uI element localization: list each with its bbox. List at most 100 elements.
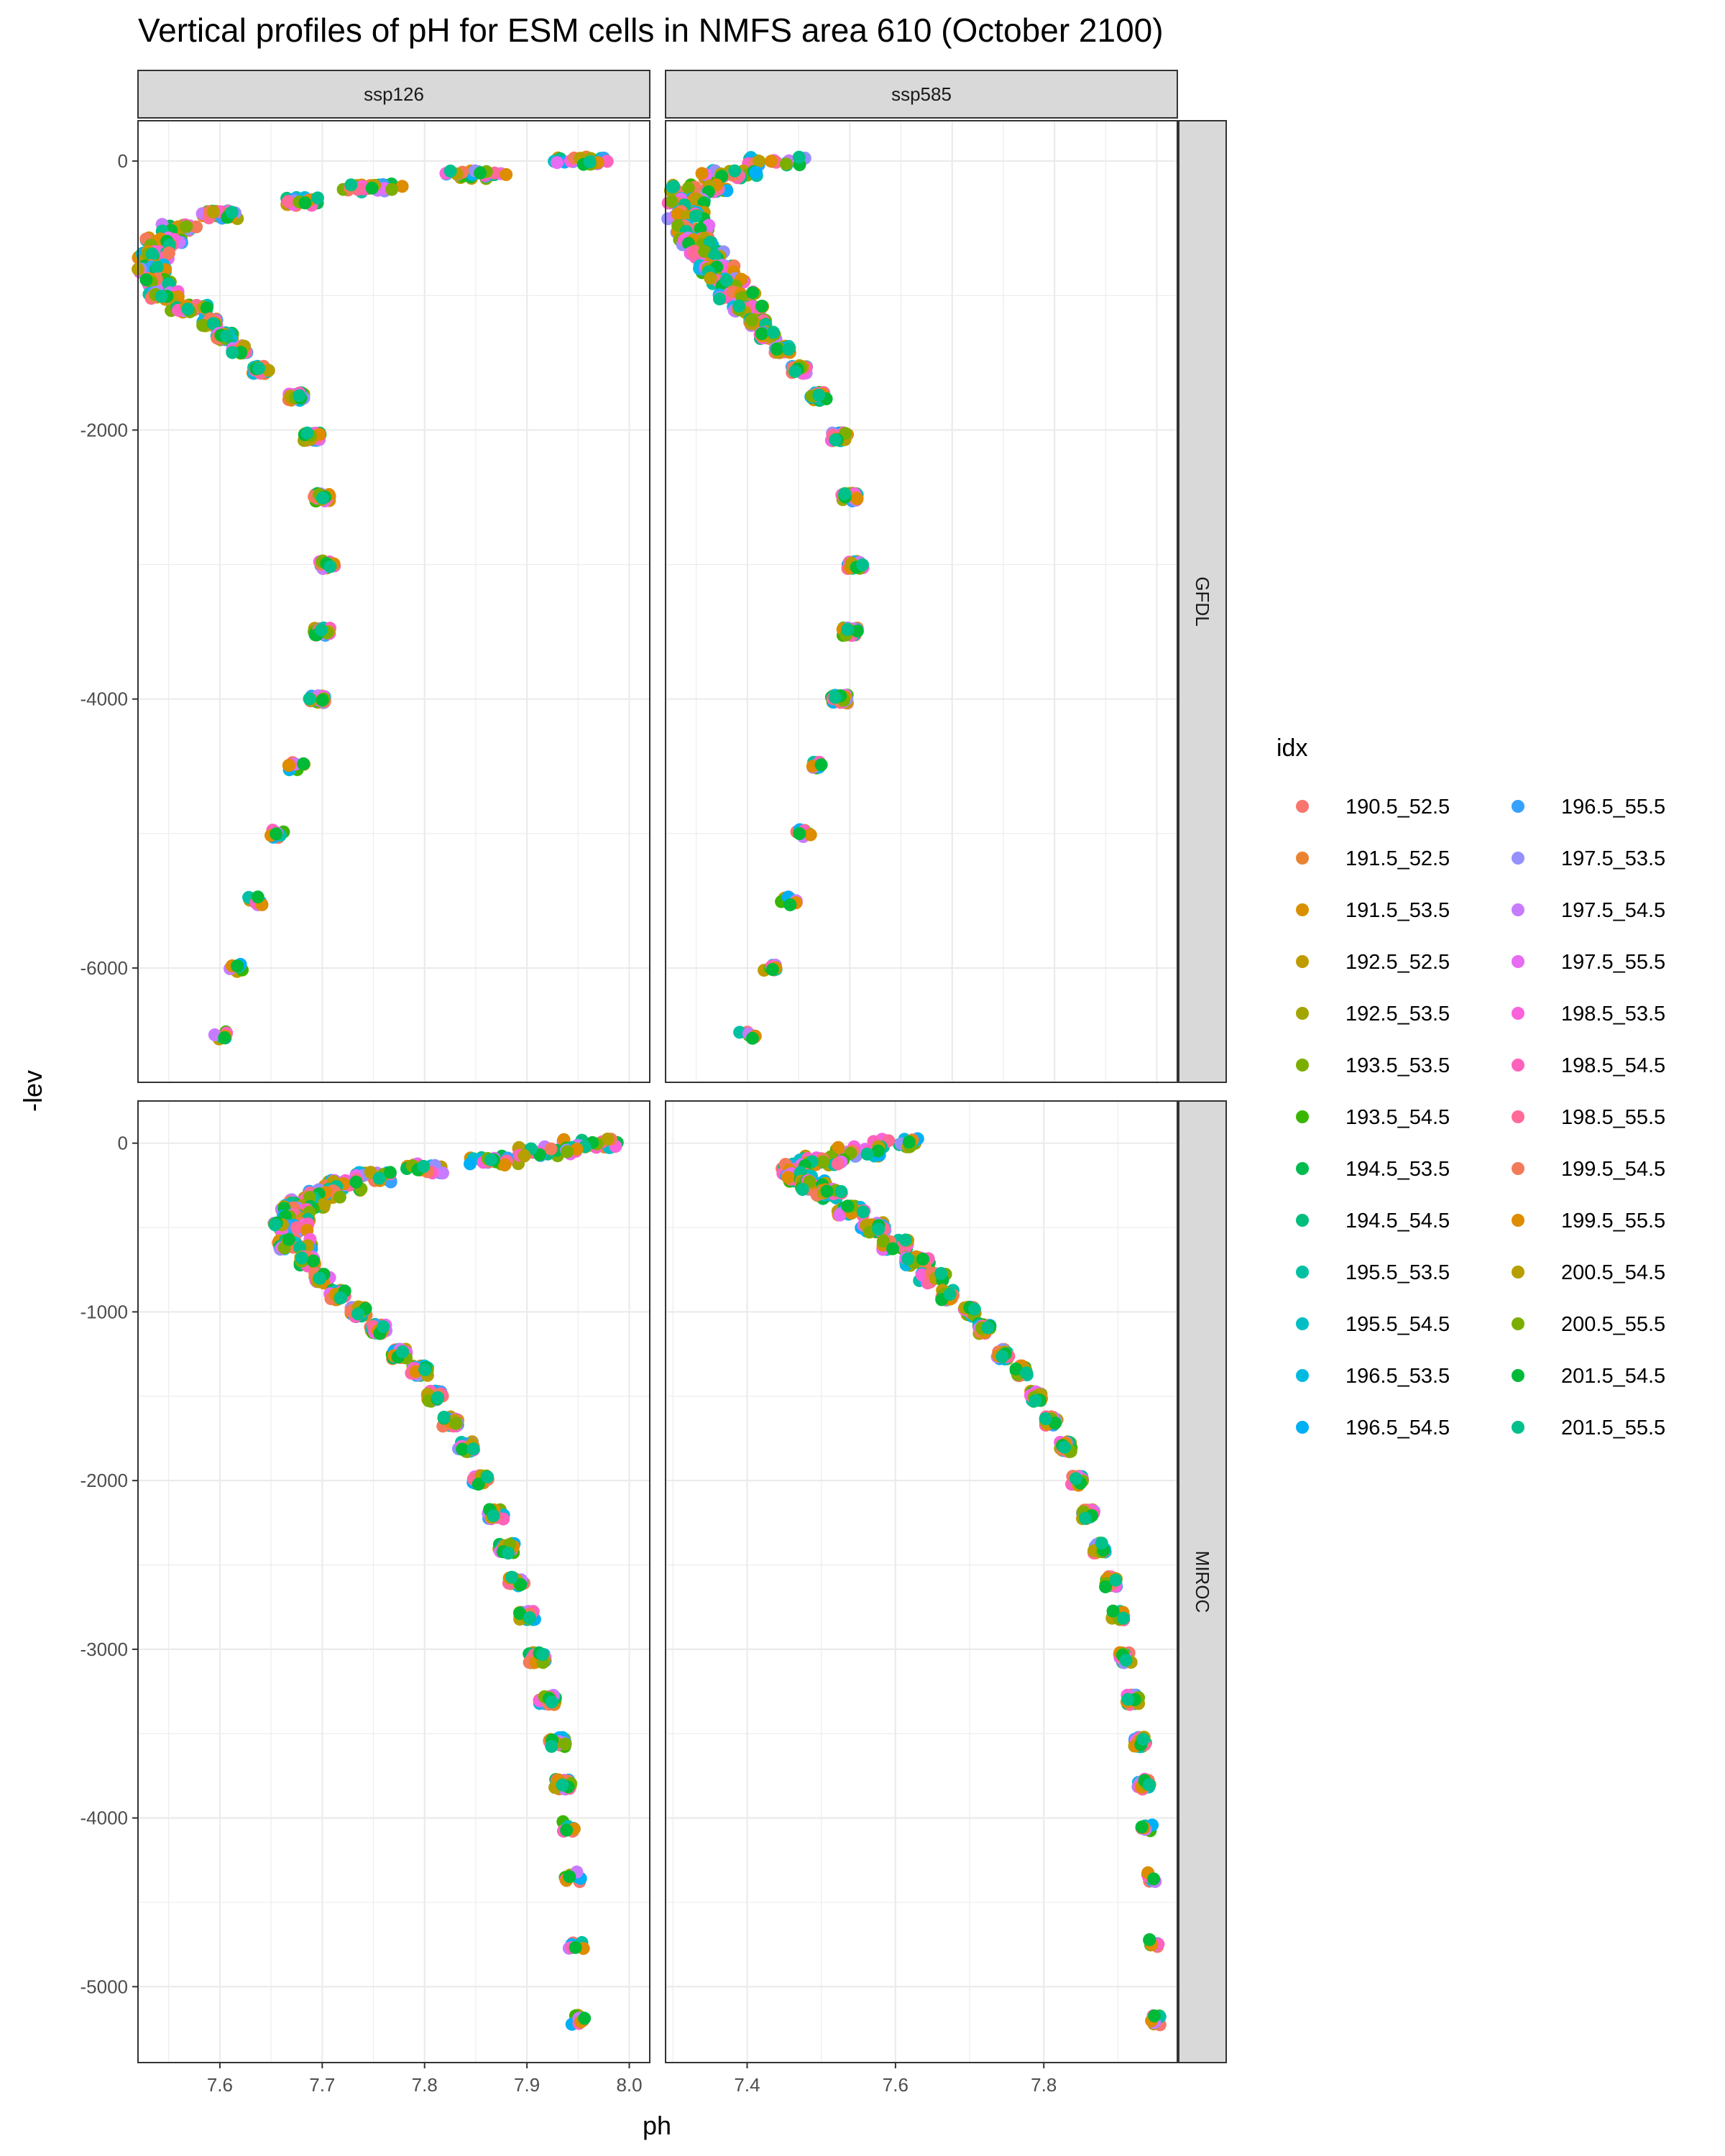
data-point	[349, 1175, 363, 1189]
data-point	[832, 1141, 845, 1154]
data-point	[689, 209, 702, 223]
data-point	[898, 1233, 912, 1247]
legend-key	[1512, 1266, 1524, 1279]
data-point	[967, 1302, 981, 1316]
data-point	[783, 898, 797, 911]
data-point	[569, 1940, 582, 1954]
y-tick-label: -1000	[80, 1301, 129, 1322]
strip-miroc-background	[1178, 1100, 1227, 2063]
data-point	[314, 623, 328, 637]
legend-label: 197.5_55.5	[1561, 951, 1665, 974]
data-point	[871, 1144, 885, 1158]
data-point	[316, 694, 329, 707]
data-point	[282, 1233, 295, 1246]
data-point	[551, 156, 564, 170]
data-point	[1148, 2009, 1162, 2023]
panel-border	[665, 120, 1178, 1083]
data-point	[857, 1205, 870, 1219]
data-point	[578, 2012, 592, 2025]
legend-key	[1512, 1162, 1524, 1175]
data-point	[981, 1321, 995, 1335]
data-point	[788, 364, 802, 378]
data-point	[828, 691, 842, 704]
legend-key	[1296, 1266, 1309, 1279]
data-point	[995, 1350, 1009, 1363]
panel-ssp126-gfdl: 0 -2000 -4000 -6000	[80, 120, 650, 1083]
data-point	[560, 1823, 574, 1837]
legend-label: 196.5_54.5	[1346, 1416, 1450, 1439]
data-point	[886, 1242, 900, 1256]
strip-miroc: MIROC	[1178, 1100, 1227, 2063]
data-point	[764, 155, 778, 168]
data-point	[583, 155, 597, 169]
data-point	[667, 180, 681, 193]
legend-label: 195.5_54.5	[1346, 1313, 1450, 1336]
data-point	[498, 1158, 512, 1171]
panel-border	[137, 1100, 650, 2063]
data-point	[1117, 1611, 1130, 1625]
data-point	[313, 1271, 326, 1285]
x-tick-label: 7.8	[412, 2074, 438, 2096]
data-point	[812, 388, 826, 402]
data-point	[820, 1184, 834, 1198]
panel-ssp126-miroc: 0 -1000 -2000 -3000 -4000 -5000 7.6 7.7 7.8 7.9 8.…	[80, 1100, 650, 2096]
data-point	[782, 343, 796, 356]
data-point	[1039, 1412, 1052, 1425]
data-point	[1119, 1654, 1133, 1667]
data-point	[1069, 1472, 1082, 1485]
data-point	[472, 1478, 485, 1491]
data-point	[181, 303, 195, 315]
data-point	[300, 426, 314, 440]
data-point	[162, 247, 175, 259]
data-point	[793, 826, 806, 840]
panel-border	[665, 1100, 1178, 2063]
data-point	[1142, 1778, 1156, 1792]
data-point	[523, 1611, 536, 1625]
x-tick-label: 8.0	[616, 2074, 642, 2096]
data-point	[838, 487, 852, 501]
legend-key	[1296, 852, 1309, 865]
data-point	[418, 1363, 432, 1376]
data-point	[1143, 1933, 1156, 1946]
data-point	[728, 164, 742, 178]
strip-ssp585-label: ssp585	[891, 83, 952, 105]
data-point	[385, 183, 399, 196]
strip-ssp126-label: ssp126	[364, 83, 424, 105]
y-tick-label: -4000	[80, 1807, 129, 1829]
data-point	[443, 165, 457, 178]
data-point	[943, 1287, 957, 1301]
data-point	[306, 1254, 320, 1268]
panel-background	[666, 121, 1177, 1082]
data-point	[262, 364, 275, 377]
strip-gfdl-background	[1178, 120, 1227, 1083]
data-point	[698, 244, 712, 258]
x-tick-label: 7.8	[1031, 2074, 1057, 2096]
data-point	[792, 150, 806, 164]
legend-key	[1512, 1421, 1524, 1434]
legend-key	[1512, 1369, 1524, 1382]
data-point	[1147, 1872, 1161, 1886]
legend-key	[1296, 903, 1309, 916]
strip-ssp126: ssp126	[137, 70, 650, 119]
legend-label: 200.5_54.5	[1561, 1261, 1665, 1284]
data-point	[333, 1190, 346, 1204]
data-point	[831, 1157, 845, 1171]
data-point	[456, 1442, 469, 1456]
data-point	[1099, 1580, 1113, 1593]
data-point	[323, 560, 337, 573]
data-point	[665, 195, 678, 208]
data-point	[436, 1166, 449, 1180]
data-point	[671, 207, 684, 221]
data-point	[270, 827, 283, 841]
data-point	[295, 1251, 308, 1265]
data-point	[500, 167, 513, 181]
data-point	[545, 1695, 558, 1709]
data-point	[1049, 1416, 1062, 1430]
data-point	[196, 318, 210, 332]
legend-label: 200.5_55.5	[1561, 1313, 1665, 1336]
data-point	[231, 959, 244, 973]
legend-label: 195.5_53.5	[1346, 1261, 1450, 1284]
data-point	[139, 273, 153, 287]
data-point	[829, 433, 842, 447]
